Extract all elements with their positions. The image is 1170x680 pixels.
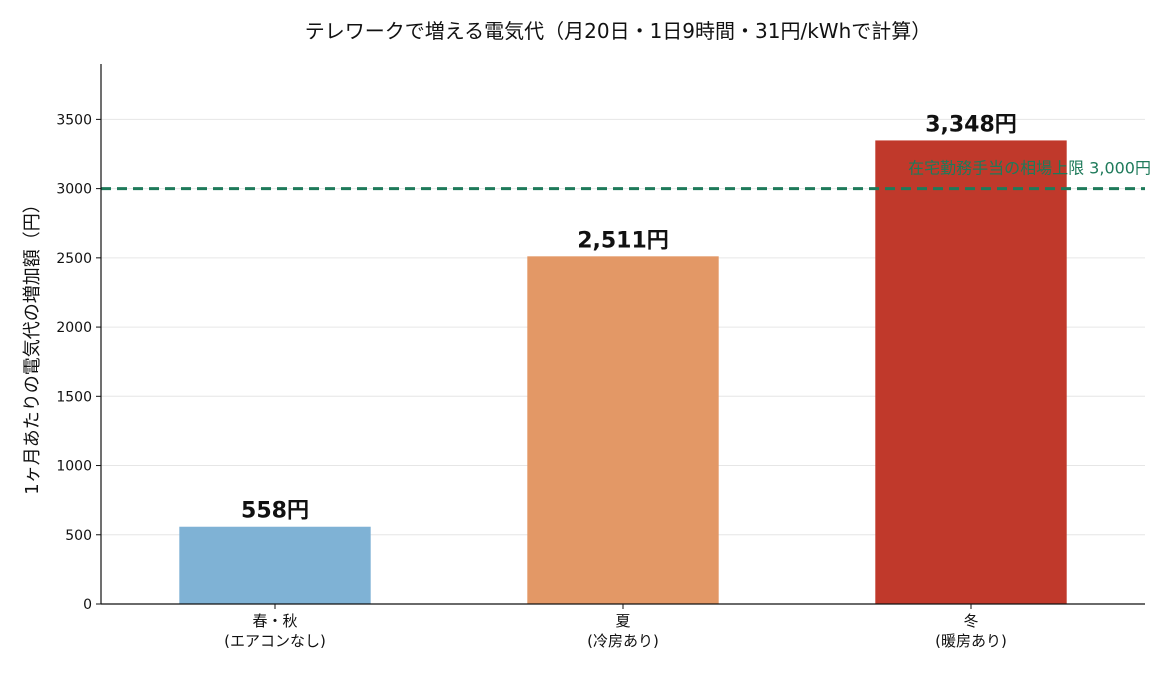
bars	[179, 140, 1067, 604]
y-tick-label: 3500	[56, 112, 92, 128]
x-tick-label: 夏(冷房あり)	[587, 612, 659, 650]
y-tick-labels: 0 500 1000 1500 2000 2500 3000 3500	[56, 112, 92, 613]
reference-line-label: 在宅勤務手当の相場上限 3,000円	[908, 159, 1151, 178]
value-labels: 558円 2,511円 3,348円	[241, 112, 1017, 523]
chart-title: テレワークで増える電気代（月20日・1日9時間・31円/kWhで計算）	[305, 19, 932, 43]
y-tick-label: 3000	[56, 182, 92, 198]
value-label: 3,348円	[925, 112, 1017, 137]
y-axis-label: 1ヶ月あたりの電気代の増加額（円）	[22, 195, 43, 494]
x-tick-label: 春・秋(エアコンなし)	[224, 612, 326, 650]
axes	[96, 64, 1145, 609]
x-tick-label: 冬(暖房あり)	[935, 612, 1007, 650]
y-tick-label: 2000	[56, 320, 92, 336]
y-tick-label: 1500	[56, 389, 92, 405]
y-tick-label: 1000	[56, 459, 92, 475]
x-tick-labels: 春・秋(エアコンなし) 夏(冷房あり) 冬(暖房あり)	[224, 612, 1007, 650]
reference-line-group: 在宅勤務手当の相場上限 3,000円	[101, 159, 1151, 191]
y-tick-label: 2500	[56, 251, 92, 267]
bar	[179, 526, 371, 604]
value-label: 2,511円	[577, 228, 669, 253]
y-tick-label: 0	[83, 597, 92, 613]
value-label: 558円	[241, 499, 309, 524]
y-tick-label: 500	[65, 528, 92, 544]
bar	[527, 256, 719, 604]
bar	[875, 140, 1067, 604]
